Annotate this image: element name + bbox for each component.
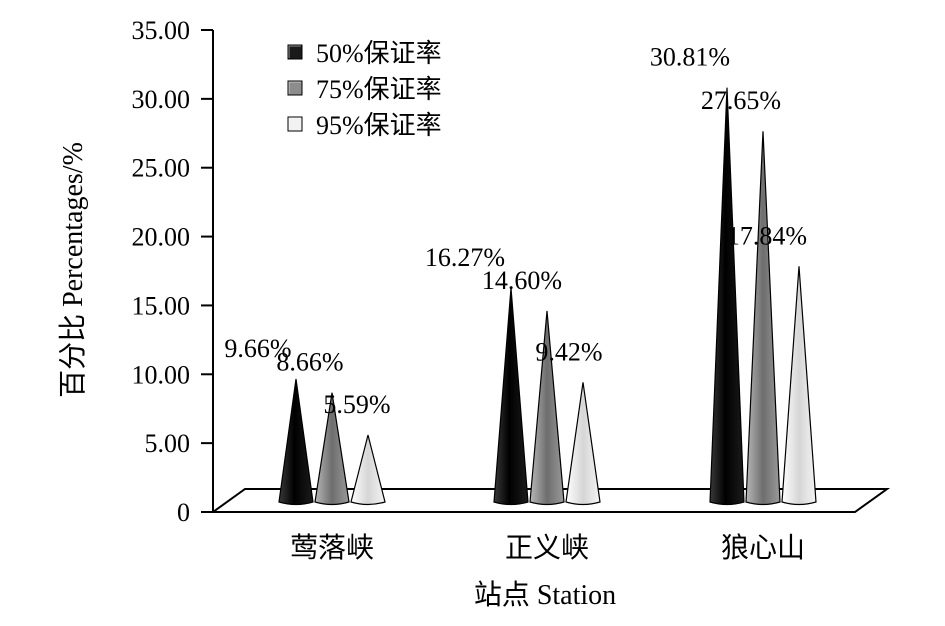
cone-bar-2-3 [745,131,781,506]
y-tick-label: 10.00 [132,360,191,389]
category-labels: 莺落峡 正义峡 狼心山 [290,532,805,564]
data-label: 30.81% [650,43,730,72]
cone-bar-3-3 [781,266,817,506]
data-label: 9.66% [224,334,291,363]
cone-bar-2-2 [529,310,565,506]
category-label: 正义峡 [505,532,589,564]
cone-bar-1-3 [709,87,745,506]
y-axis-title: 百分比 Percentages/% [57,142,89,398]
cone-bar-1-2 [493,287,529,506]
y-tick-label: 20.00 [132,223,191,252]
cone-bar-3-2 [565,382,601,506]
legend-swatch [287,44,303,60]
y-tick-label: 25.00 [132,154,191,183]
cone-bar-3-1 [350,434,386,506]
category-label: 狼心山 [721,532,805,564]
data-label: 9.42% [535,337,602,366]
data-label: 8.66% [276,348,343,377]
data-label: 14.60% [482,266,562,295]
y-tick-label: 0 [177,498,190,527]
legend-label: 95%保证率 [316,111,442,140]
legend-label: 75%保证率 [316,75,442,104]
data-label: 17.84% [727,221,807,250]
y-tick-label: 30.00 [132,85,191,114]
category-label: 莺落峡 [290,532,374,564]
data-label: 5.59% [323,390,390,419]
data-label: 27.65% [701,86,781,115]
legend-swatch [287,80,303,96]
y-tick-label: 15.00 [132,291,191,320]
y-tick-label: 35.00 [132,16,191,45]
cone-bar-1-1 [278,378,314,506]
cone-bar-2-1 [314,392,350,506]
x-axis-title: 站点 Station [474,579,616,611]
y-tick-label: 5.00 [145,429,191,458]
legend: 50%保证率 75%保证率 95%保证率 [287,39,442,140]
legend-label: 50%保证率 [316,39,442,68]
legend-swatch [287,116,303,132]
y-ticks: 0 5.00 10.00 15.00 20.00 25.00 30.00 35.00 [132,16,213,527]
cones-layer: 9.66%8.66% 5.59% 16.27%14.60% 9.42% 30.81% 27… [224,43,817,506]
data-label: 16.27% [425,243,505,272]
